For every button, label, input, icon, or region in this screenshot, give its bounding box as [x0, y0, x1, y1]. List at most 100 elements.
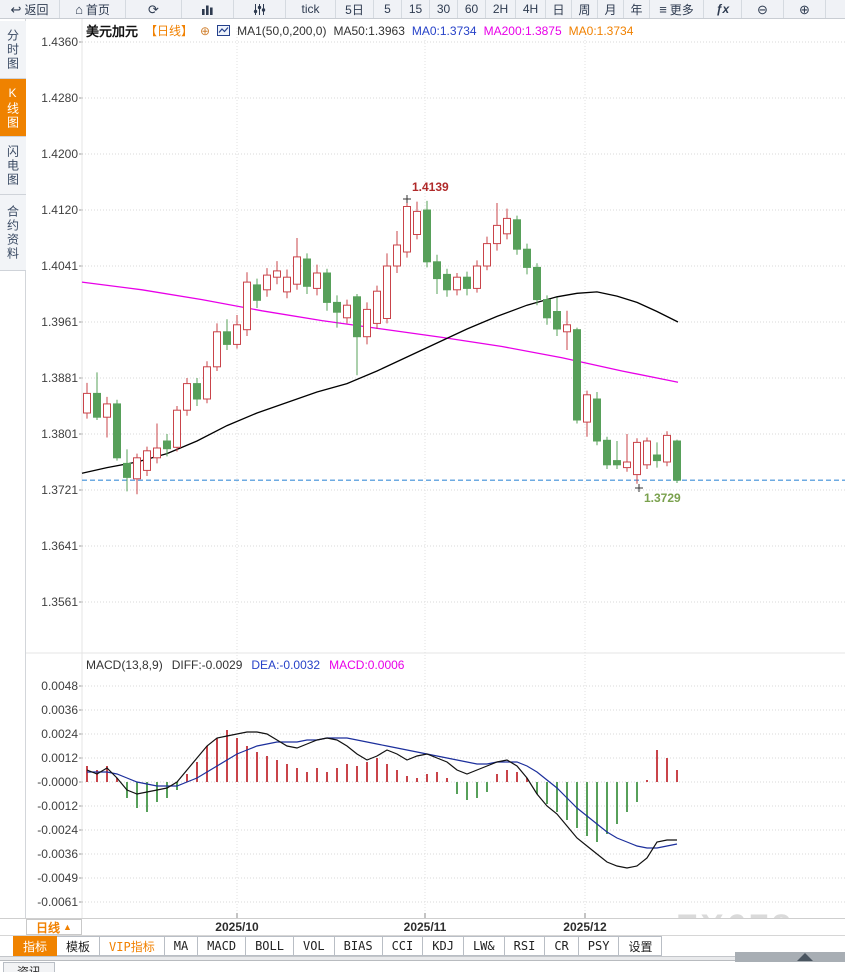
toolbar-button-label: tick: [301, 2, 320, 16]
macd-axis-label: -0.0049: [37, 871, 78, 885]
toolbar-button-indicator-panel[interactable]: [234, 0, 286, 18]
price-axis-label: 1.4120: [41, 203, 78, 217]
candlestick: [523, 248, 531, 268]
sidebar-tab-lightning-chart[interactable]: 闪电图: [0, 137, 26, 195]
toolbar-button-period-4h[interactable]: 4H: [516, 0, 546, 18]
sidebar-tab-contract-info[interactable]: 合约资料: [0, 195, 26, 271]
refresh-icon: ⟳: [148, 1, 159, 17]
tab-indicators[interactable]: 指标: [13, 936, 58, 956]
candlestick: [513, 219, 521, 250]
candlestick: [173, 409, 181, 448]
ma50-value: MA50:1.3963: [333, 23, 405, 38]
sidebar-tab-time-share-chart[interactable]: 分时图: [0, 21, 26, 79]
macd-axis-label: -0.0000: [37, 775, 78, 789]
tab-settings[interactable]: 设置: [619, 936, 663, 956]
zoom-in-icon: ⊕: [799, 1, 810, 17]
sidebar-tab-kline-chart[interactable]: K线图: [0, 79, 26, 137]
toolbar-button-label: 2H: [492, 2, 509, 16]
candlestick: [473, 265, 481, 289]
toolbar-button-refresh[interactable]: ⟳: [126, 0, 182, 18]
candlestick: [583, 394, 591, 423]
candlestick: [223, 331, 231, 345]
toolbar-button-label: 30: [436, 2, 451, 16]
tab-cr[interactable]: CR: [545, 936, 579, 956]
toolbar-button-zoom-out[interactable]: ⊖: [742, 0, 784, 18]
candlestick: [483, 243, 491, 267]
toolbar-button-period-5[interactable]: 5: [374, 0, 402, 18]
toolbar-button-label: 年: [630, 2, 643, 17]
price-axis-label: 1.3961: [41, 315, 78, 329]
add-indicator-icon[interactable]: ⊕: [200, 23, 211, 38]
tab-rsi[interactable]: RSI: [504, 936, 546, 956]
toolbar-button-period-week[interactable]: 周: [572, 0, 598, 18]
candlestick: [153, 447, 161, 459]
candlestick: [663, 434, 671, 463]
tab-vol[interactable]: VOL: [293, 936, 335, 956]
toolbar-button-fx[interactable]: ƒx: [704, 0, 742, 18]
toolbar-button-label: 更多: [669, 2, 694, 17]
x-axis-label: 2025/10: [215, 920, 259, 934]
toolbar-button-period-5d[interactable]: 5日: [336, 0, 374, 18]
candlestick: [333, 301, 341, 313]
tab-psy[interactable]: PSY: [578, 936, 620, 956]
horizontal-scrollbar[interactable]: [735, 952, 845, 962]
tab-templates[interactable]: 模板: [57, 936, 101, 956]
tab-news[interactable]: 资讯: [3, 962, 55, 972]
macd-dea-value: DEA:-0.0032: [251, 658, 321, 672]
toolbar-button-zoom-in[interactable]: ⊕: [784, 0, 826, 18]
candlestick: [593, 398, 601, 442]
tab-macd[interactable]: MACD: [198, 936, 247, 956]
ma50-line: [81, 291, 679, 474]
chart-type-icon[interactable]: [217, 25, 231, 36]
period-selector[interactable]: 日线 ▲: [26, 919, 82, 935]
toolbar-button-label: 5日: [345, 2, 364, 17]
price-axis-label: 1.3561: [41, 595, 78, 609]
candlestick: [403, 206, 411, 253]
toolbar-button-period-day[interactable]: 日: [546, 0, 572, 18]
toolbar-button-period-2h[interactable]: 2H: [486, 0, 516, 18]
scroll-up-icon[interactable]: [797, 953, 813, 961]
back-arrow-icon: ↩: [10, 1, 22, 17]
toolbar-button-period-tick[interactable]: tick: [286, 0, 336, 18]
ma0-value-orange: MA0:1.3734: [568, 23, 634, 38]
candlestick: [413, 210, 421, 235]
toolbar-button-period-month[interactable]: 月: [598, 0, 624, 18]
tab-boll[interactable]: BOLL: [246, 936, 294, 956]
candlestick: [643, 440, 651, 466]
candlestick: [373, 290, 381, 324]
toolbar-button-chart-style[interactable]: [182, 0, 234, 18]
candlestick: [653, 454, 661, 462]
candlestick: [113, 403, 121, 459]
candlestick: [533, 266, 541, 301]
candlestick: [383, 265, 391, 319]
home-icon: ⌂: [75, 1, 83, 17]
toolbar-button-period-30[interactable]: 30: [430, 0, 458, 18]
tab-cci[interactable]: CCI: [382, 936, 424, 956]
macd-axis-label: -0.0024: [37, 823, 78, 837]
toolbar-button-more[interactable]: ≡ 更多: [650, 0, 704, 18]
tab-vip-indicators[interactable]: VIP指标: [100, 936, 165, 956]
candlestick: [193, 383, 201, 400]
toolbar-button-period-60[interactable]: 60: [458, 0, 486, 18]
dropdown-arrow-icon: ▲: [63, 922, 72, 932]
ma200-value: MA200:1.3875: [483, 23, 562, 38]
toolbar-button-home[interactable]: ⌂ 首页: [60, 0, 126, 18]
news-row: 资讯: [0, 961, 845, 972]
candlestick: [393, 244, 401, 267]
tab-lwr[interactable]: LW&: [463, 936, 505, 956]
bar-chart-icon: [202, 5, 213, 15]
candlestick: [183, 383, 191, 411]
tab-kdj[interactable]: KDJ: [423, 936, 464, 956]
tab-ma[interactable]: MA: [164, 936, 199, 956]
period-selector-label: 日线: [36, 920, 61, 935]
toolbar-button-period-15[interactable]: 15: [402, 0, 430, 18]
candlestick: [143, 450, 151, 471]
candlestick: [163, 440, 171, 450]
price-axis-label: 1.3801: [41, 427, 78, 441]
candlestick: [493, 224, 501, 245]
price-axis-label: 1.4200: [41, 147, 78, 161]
tab-bias[interactable]: BIAS: [334, 936, 383, 956]
toolbar-button-back[interactable]: ↩ 返回: [0, 0, 60, 18]
toolbar-button-period-year[interactable]: 年: [624, 0, 650, 18]
